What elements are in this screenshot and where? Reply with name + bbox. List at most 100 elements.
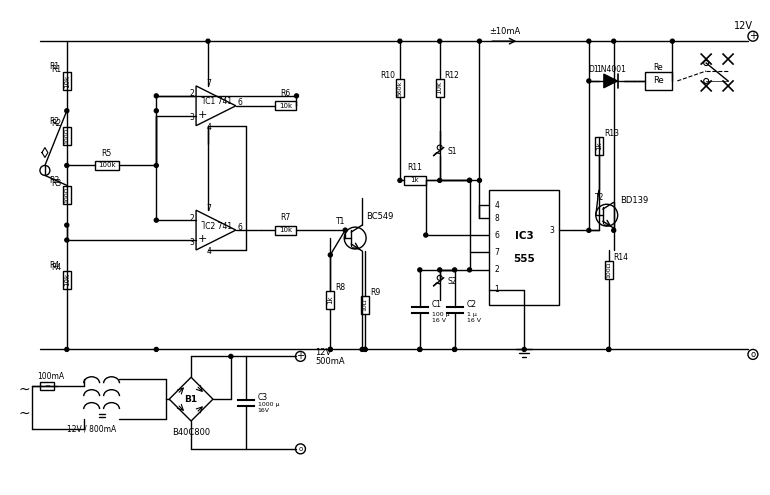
Circle shape: [65, 238, 69, 242]
Circle shape: [154, 109, 159, 113]
Text: 10Ω: 10Ω: [363, 298, 367, 311]
Polygon shape: [169, 377, 213, 421]
Bar: [436, 79, 444, 97]
Text: o: o: [750, 350, 755, 359]
Text: 6: 6: [238, 99, 243, 107]
Text: 100Ω: 100Ω: [606, 262, 611, 278]
Circle shape: [343, 228, 347, 232]
Text: 12V: 12V: [316, 348, 332, 357]
Bar: [490, 190, 559, 305]
Bar: [63, 271, 71, 289]
Text: 7: 7: [206, 204, 212, 213]
Circle shape: [154, 94, 159, 98]
Circle shape: [611, 39, 616, 43]
Text: 1: 1: [494, 285, 499, 294]
Circle shape: [363, 347, 367, 351]
Text: 1k: 1k: [327, 296, 333, 304]
Circle shape: [328, 347, 333, 351]
Text: 4: 4: [206, 123, 212, 132]
Text: 6: 6: [494, 231, 499, 240]
Text: R3: R3: [52, 179, 62, 188]
Text: R1: R1: [50, 62, 60, 71]
Circle shape: [296, 351, 306, 361]
Circle shape: [453, 347, 457, 351]
Text: 10k: 10k: [437, 81, 443, 95]
Text: -: -: [200, 92, 204, 102]
Bar: [40, 382, 54, 390]
Text: S2: S2: [447, 277, 457, 286]
Text: 100Ω: 100Ω: [65, 187, 69, 203]
Circle shape: [398, 39, 402, 43]
Text: B40C800: B40C800: [172, 429, 210, 438]
Circle shape: [437, 268, 442, 272]
Text: 2: 2: [189, 214, 194, 223]
Text: T1: T1: [336, 217, 345, 226]
Circle shape: [363, 347, 367, 351]
Bar: [63, 186, 71, 204]
Circle shape: [522, 347, 526, 351]
Circle shape: [704, 78, 708, 84]
Circle shape: [418, 347, 422, 351]
Text: IC2 741: IC2 741: [203, 222, 233, 231]
Text: 1k: 1k: [596, 141, 602, 150]
Circle shape: [328, 347, 333, 351]
Circle shape: [40, 165, 50, 175]
Text: 10k: 10k: [64, 74, 70, 88]
Text: BD139: BD139: [621, 196, 648, 205]
Circle shape: [418, 347, 422, 351]
Text: R14: R14: [614, 253, 629, 262]
Text: R2: R2: [50, 117, 60, 126]
Bar: [594, 137, 603, 154]
Text: S1: S1: [447, 147, 457, 156]
Bar: [404, 176, 426, 185]
Circle shape: [154, 163, 159, 167]
Circle shape: [587, 39, 591, 43]
Text: 100Ω: 100Ω: [65, 127, 69, 144]
Circle shape: [437, 145, 442, 150]
Text: 10k: 10k: [279, 227, 292, 233]
Circle shape: [437, 39, 442, 43]
Text: D1: D1: [588, 64, 599, 73]
Text: 1000 μ
16V: 1000 μ 16V: [258, 402, 280, 413]
Circle shape: [328, 253, 333, 257]
Text: C3: C3: [258, 393, 268, 402]
Text: 555: 555: [514, 254, 535, 264]
Polygon shape: [196, 210, 236, 250]
Circle shape: [611, 228, 616, 232]
Text: 10k: 10k: [64, 273, 70, 287]
Text: =: =: [44, 383, 50, 389]
Circle shape: [467, 178, 471, 182]
Text: IC1 741: IC1 741: [203, 98, 233, 106]
Text: R4: R4: [49, 261, 60, 270]
Circle shape: [65, 163, 69, 167]
Text: 10k: 10k: [279, 103, 292, 109]
Circle shape: [607, 347, 611, 351]
Circle shape: [154, 218, 159, 222]
Circle shape: [437, 275, 442, 280]
Text: 8: 8: [494, 214, 499, 223]
Text: Re: Re: [654, 62, 663, 71]
Bar: [275, 226, 296, 235]
Text: 100mA: 100mA: [37, 372, 64, 381]
Circle shape: [587, 79, 591, 83]
Circle shape: [596, 204, 618, 226]
Text: 3: 3: [189, 238, 194, 247]
Circle shape: [453, 268, 457, 272]
Circle shape: [477, 178, 481, 182]
Text: R3: R3: [49, 176, 60, 185]
Text: Re: Re: [653, 76, 664, 86]
Circle shape: [65, 109, 69, 113]
Text: 100k: 100k: [98, 162, 116, 168]
Text: R12: R12: [444, 71, 460, 81]
Circle shape: [418, 268, 422, 272]
Text: 2: 2: [494, 265, 499, 274]
Circle shape: [229, 354, 233, 358]
Circle shape: [154, 347, 159, 351]
Text: C2: C2: [467, 300, 477, 309]
Text: 1 μ
16 V: 1 μ 16 V: [467, 312, 480, 323]
Circle shape: [360, 347, 364, 351]
Circle shape: [398, 178, 402, 182]
Circle shape: [294, 94, 299, 98]
Text: R4: R4: [52, 263, 62, 272]
Text: B1: B1: [185, 395, 198, 403]
